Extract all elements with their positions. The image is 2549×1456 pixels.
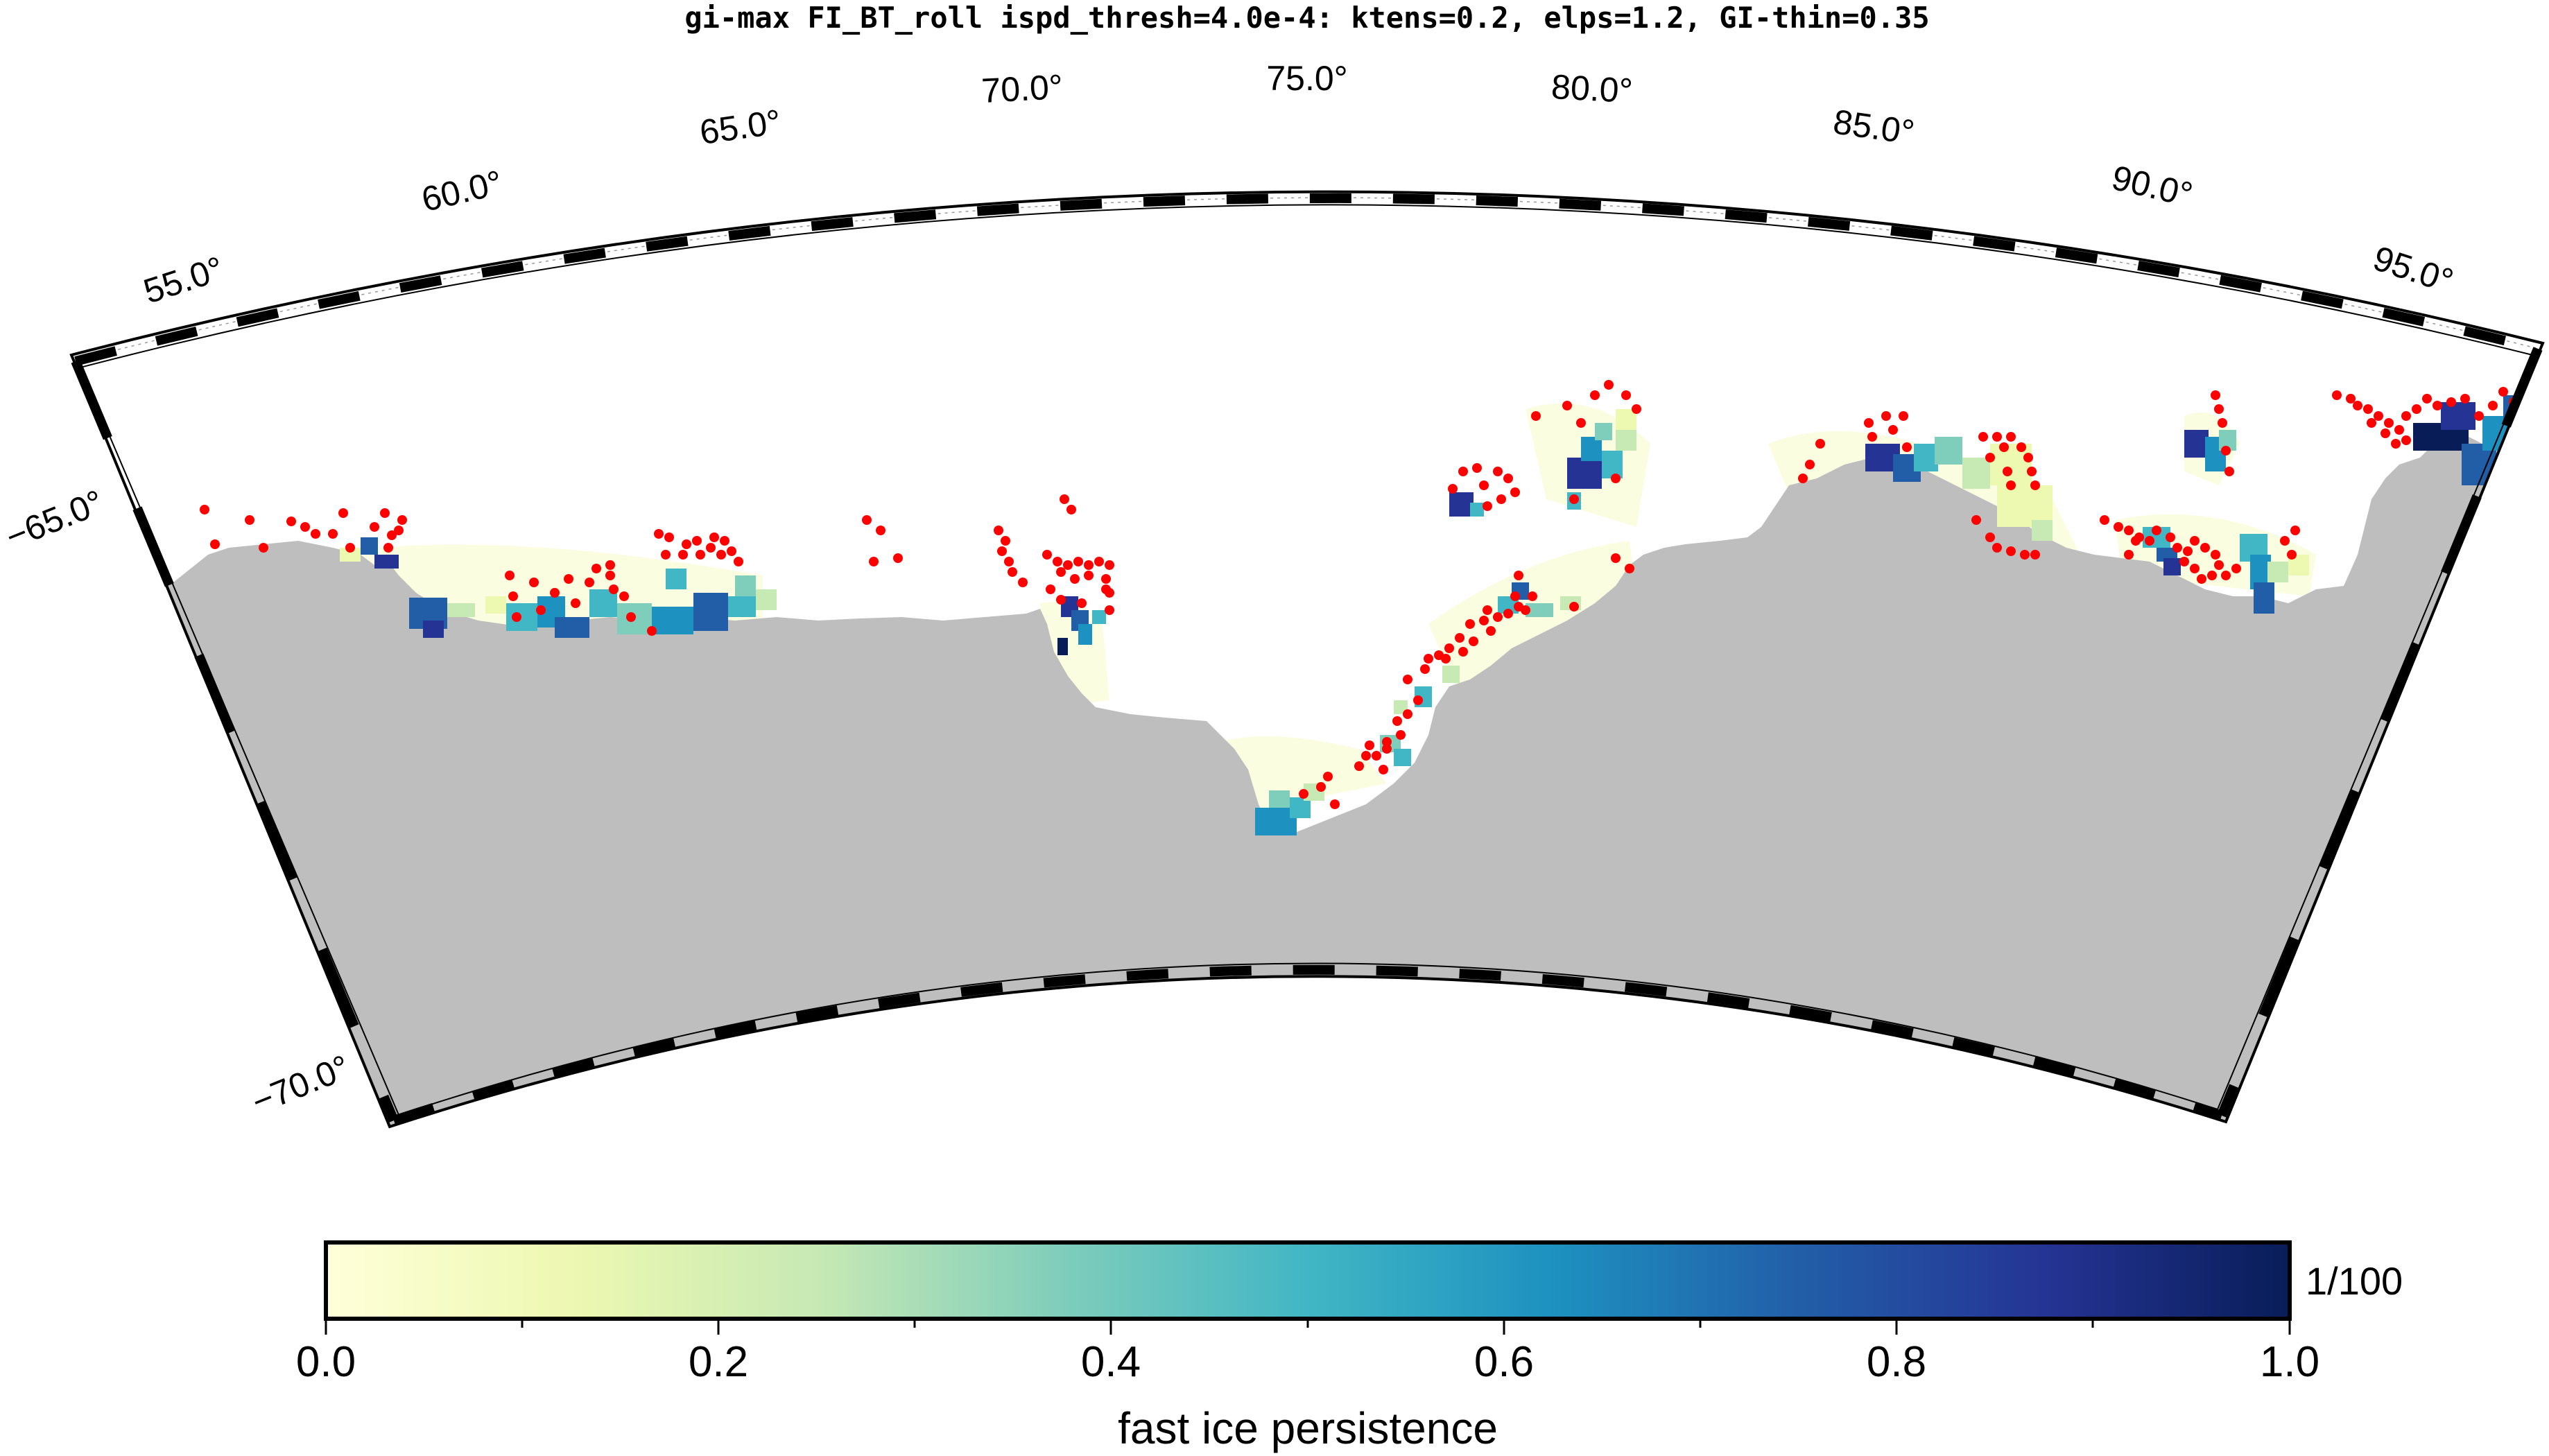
- lon-label-55: 55.0°: [139, 249, 228, 311]
- lon-label-70: 70.0°: [980, 67, 1064, 110]
- colorbar-tick-label: 0.6: [1474, 1338, 1534, 1386]
- colorbar-tick-label: 0.4: [1081, 1338, 1141, 1386]
- colorbar-scale-label: 1/100: [2306, 1259, 2403, 1303]
- frame-bars-left: [71, 359, 399, 1123]
- colorbar-tick-label: 0.0: [296, 1338, 356, 1386]
- lon-label-60: 60.0°: [418, 163, 506, 219]
- antarctica-land: [71, 416, 2543, 1127]
- lon-label-90: 90.0°: [2108, 158, 2196, 214]
- frame-bars-top: [74, 193, 2539, 366]
- colorbar-tick-label: 0.2: [689, 1338, 748, 1386]
- lon-label-95: 95.0°: [2369, 239, 2458, 301]
- lon-label-85: 85.0°: [1831, 102, 1917, 152]
- colorbar-label: fast ice persistence: [1118, 1403, 1498, 1453]
- colorbar-tick-label: 1.0: [2260, 1338, 2319, 1386]
- frame-bars-bottom: [392, 964, 2224, 1125]
- map-frame: [69, 190, 2545, 1129]
- lon-label-80: 80.0°: [1550, 67, 1634, 110]
- lon-label-65: 65.0°: [698, 102, 784, 152]
- map-frame-inner: [79, 204, 2534, 1116]
- grounded-icebergs: [200, 380, 2529, 809]
- longitude-labels: 55.0° 60.0° 65.0° 70.0° 75.0° 80.0° 85.0…: [139, 59, 2457, 311]
- lon-label-75: 75.0°: [1266, 59, 1347, 98]
- colorbar-ticks: [325, 1319, 2291, 1335]
- graticule-line: [77, 197, 2537, 361]
- colorbar-tick-label: 0.8: [1867, 1338, 1926, 1386]
- frame-bars-right: [2217, 347, 2543, 1118]
- fast-ice-cells: [340, 395, 2524, 835]
- map-title: gi-max FI_BT_roll ispd_thresh=4.0e-4: kt…: [684, 1, 1929, 35]
- lat-label-70: −70.0°: [246, 1048, 355, 1122]
- colorbar: 0.0 0.2 0.4 0.6 0.8 1.0 1/100 fast ice p…: [296, 1240, 2403, 1453]
- colorbar-gradient: [324, 1240, 2292, 1321]
- lat-label-65: −65.0°: [0, 483, 109, 557]
